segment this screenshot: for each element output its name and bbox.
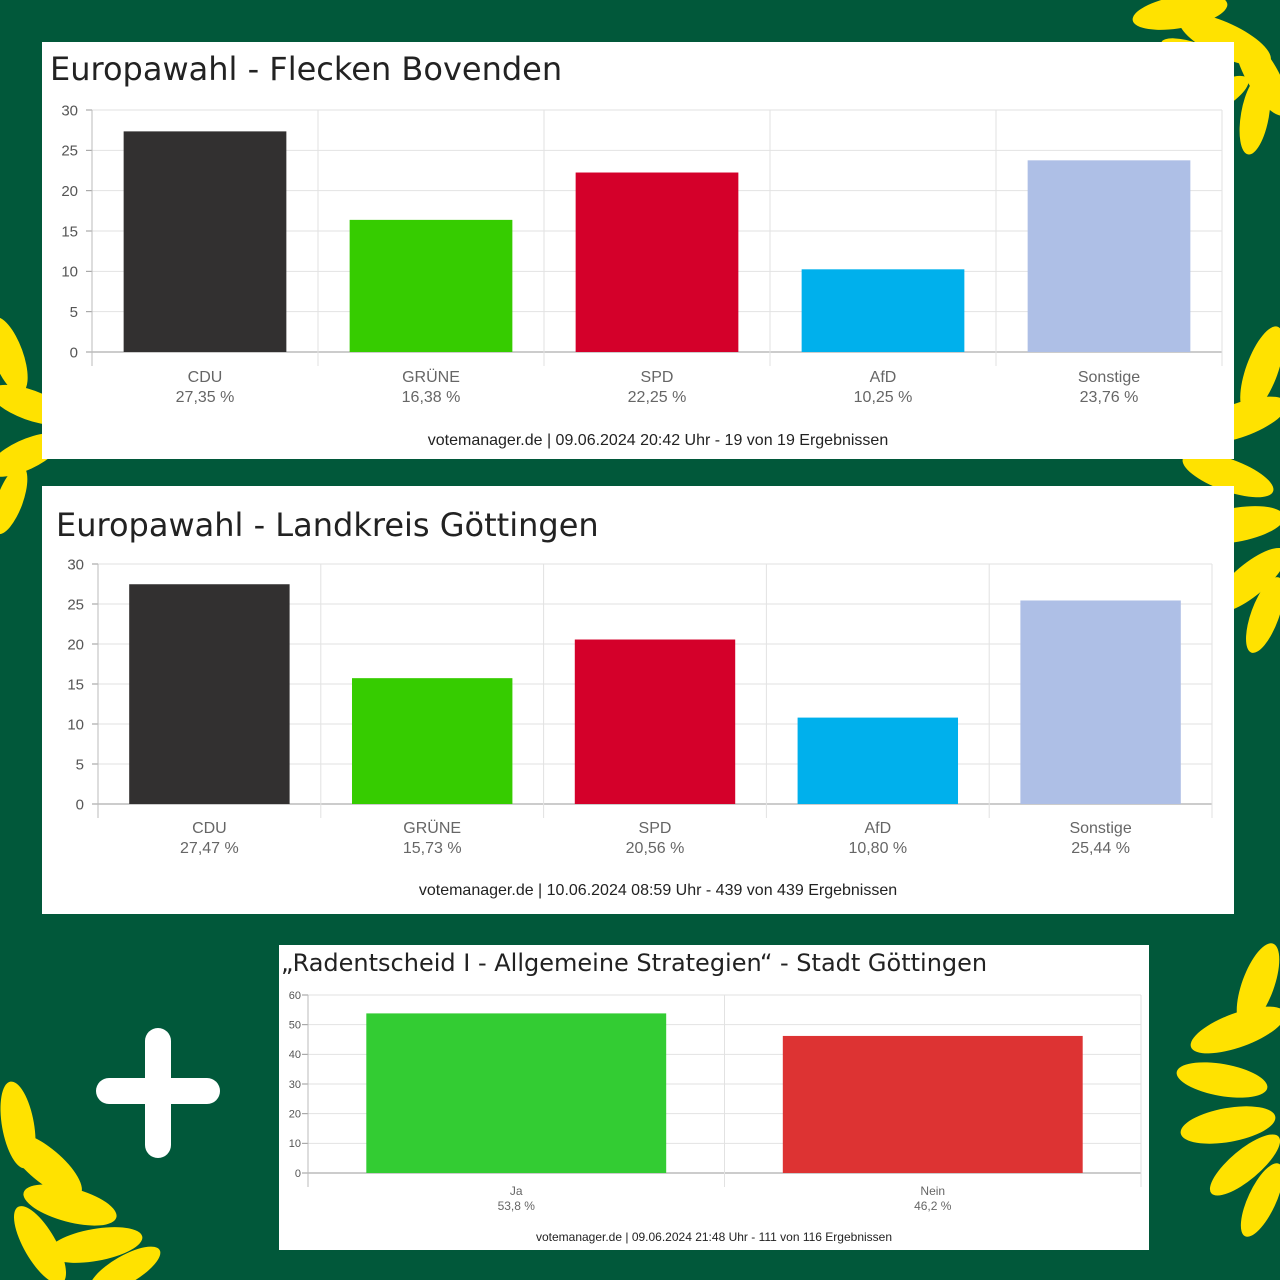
category-label: Sonstige: [1069, 820, 1131, 837]
sunflower-petal: [0, 317, 28, 393]
bar: [123, 131, 287, 352]
bar: [349, 219, 513, 352]
sunflower-petal: [1176, 1062, 1268, 1098]
category-label: GRÜNE: [402, 368, 460, 386]
chart-title: Europawahl - Landkreis Göttingen: [56, 506, 599, 544]
y-tick-label: 5: [70, 304, 78, 321]
sunflower-petal: [89, 1246, 161, 1280]
y-tick-label: 25: [61, 143, 78, 160]
category-label: Nein: [920, 1184, 945, 1198]
bar: [575, 172, 739, 352]
value-label: 27,47 %: [180, 840, 239, 857]
sunflower-petal: [1209, 1134, 1280, 1196]
bar: [782, 1035, 1083, 1173]
y-tick-label: 60: [289, 990, 301, 1002]
category-label: SPD: [641, 369, 674, 386]
sunflower-petal: [1236, 943, 1280, 1027]
bar-chart: 0 5 10 15 20 25 30 CDU 27,35 % GRÜNE 16,38 % SPD 22,…: [61, 102, 1223, 449]
sunflower-petal: [0, 465, 28, 535]
category-label: SPD: [639, 820, 672, 837]
y-tick-label: 0: [70, 344, 78, 361]
value-label: 10,25 %: [854, 389, 913, 406]
value-label: 22,25 %: [628, 389, 687, 406]
y-tick-label: 10: [61, 264, 78, 281]
chart-panel-radentscheid: „Radentscheid I - Allgemeine Strategien“…: [279, 945, 1149, 1250]
y-tick-label: 20: [289, 1109, 301, 1121]
sunflower-petal: [47, 1227, 143, 1263]
chart-footer: votemanager.de | 09.06.2024 21:48 Uhr - …: [536, 1230, 892, 1244]
sunflower-petal: [23, 1184, 117, 1226]
value-label: 27,35 %: [176, 389, 235, 406]
y-tick-label: 0: [295, 1168, 301, 1180]
value-label: 15,73 %: [403, 840, 462, 857]
y-tick-label: 20: [61, 183, 78, 200]
value-label: 23,76 %: [1080, 389, 1139, 406]
value-label: 16,38 %: [402, 389, 461, 406]
bar: [366, 1013, 667, 1173]
y-tick-label: 25: [67, 596, 84, 613]
bar: [801, 269, 965, 352]
category-label: GRÜNE: [403, 819, 461, 837]
value-label: 46,2 %: [914, 1199, 952, 1213]
y-tick-label: 15: [61, 223, 78, 240]
y-tick-label: 30: [61, 102, 78, 119]
category-label: Ja: [510, 1184, 523, 1198]
chart-panel-bovenden: Europawahl - Flecken Bovenden 0 5 10 15 20 25…: [42, 42, 1234, 459]
chart-title: Europawahl - Flecken Bovenden: [50, 50, 563, 88]
sunflower-petal: [1190, 1006, 1280, 1054]
y-tick-label: 30: [289, 1079, 301, 1091]
chart-footer: votemanager.de | 09.06.2024 20:42 Uhr - …: [428, 432, 888, 449]
value-label: 53,8 %: [498, 1199, 536, 1213]
chart-panel-landkreis: Europawahl - Landkreis Göttingen 0 5 10 15 2…: [42, 486, 1234, 914]
chart-footer: votemanager.de | 10.06.2024 08:59 Uhr - …: [419, 882, 897, 899]
y-tick-label: 50: [289, 1020, 301, 1032]
category-label: AfD: [864, 820, 891, 837]
category-label: CDU: [188, 369, 223, 386]
y-tick-label: 20: [67, 636, 84, 653]
sunflower-petal: [1240, 326, 1280, 414]
sunflower-petal: [1180, 1106, 1276, 1144]
sunflower-petal: [1240, 1163, 1280, 1237]
value-label: 10,80 %: [848, 840, 907, 857]
sunflower-petal: [1182, 452, 1274, 498]
y-tick-label: 15: [67, 676, 84, 693]
bar: [1020, 600, 1181, 804]
bar: [351, 678, 513, 804]
sunflower-petal: [1246, 577, 1280, 653]
sunflower-petal: [8, 1132, 82, 1198]
y-tick-label: 5: [76, 756, 84, 773]
category-label: AfD: [870, 369, 897, 386]
y-tick-label: 30: [67, 556, 84, 573]
bar-chart: 0 5 10 15 20 25 30 CDU 27,47 % GRÜNE 15,73 % SPD 20,…: [67, 556, 1213, 899]
bar: [1027, 160, 1191, 352]
sunflower-petal: [14, 1206, 66, 1280]
category-label: Sonstige: [1078, 369, 1140, 386]
value-label: 20,56 %: [626, 840, 685, 857]
bar: [129, 584, 290, 804]
bar: [574, 639, 736, 804]
value-label: 25,44 %: [1071, 840, 1130, 857]
y-tick-label: 10: [67, 716, 84, 733]
category-label: CDU: [192, 820, 227, 837]
y-tick-label: 10: [289, 1138, 301, 1150]
bar: [797, 717, 959, 804]
sunflower-petal: [1235, 34, 1280, 116]
chart-title: „Radentscheid I - Allgemeine Strategien“…: [281, 949, 988, 977]
y-tick-label: 0: [76, 796, 84, 813]
y-tick-label: 40: [289, 1049, 301, 1061]
sunflower-petal: [1239, 75, 1271, 155]
